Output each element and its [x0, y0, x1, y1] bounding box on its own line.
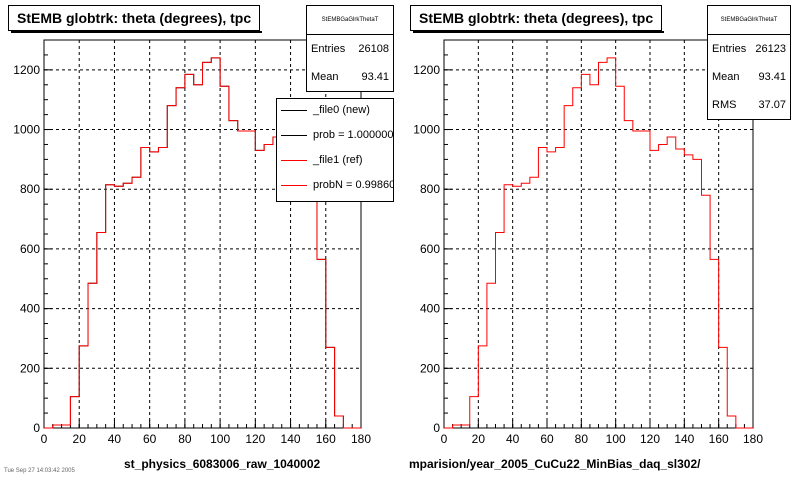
left-histogram-title: StEMB globtrk: theta (degrees), tpc [8, 5, 263, 33]
right-stats-row-entries: Entries 26123 [708, 35, 790, 63]
y-tick-label: 400 [420, 302, 440, 316]
legend-label-probn: probN = 0.998600 [313, 179, 394, 191]
x-tick-label: 60 [540, 432, 554, 446]
legend-line-red [281, 159, 307, 161]
left-histogram-plot: 0 20 40 60 80 100 120 140 160 180 0 200 400 600 800 100… [13, 39, 371, 446]
x-tick-label: 80 [575, 432, 589, 446]
y-tick-label: 200 [420, 361, 440, 375]
left-file-label: st_physics_6083006_raw_1040002 [124, 457, 321, 471]
y-tick-label: 800 [420, 182, 440, 196]
right-stats-name: StEMBGaGlrkThetaT [708, 6, 790, 35]
right-stats-mean-label: Mean [712, 71, 740, 83]
right-stats-row-rms: RMS 37.07 [708, 91, 790, 119]
x-tick-label: 80 [178, 432, 192, 446]
left-stats-row-mean: Mean 93.41 [307, 63, 393, 91]
x-tick-label: 160 [316, 432, 336, 446]
footer-timestamp: Tue Sep 27 14:03:42 2005 [4, 468, 75, 474]
x-tick-label: 0 [41, 432, 48, 446]
legend-entry-file1: _file1 (ref) [277, 151, 363, 169]
legend-line-black [281, 109, 307, 111]
right-histogram-title: StEMB globtrk: theta (degrees), tpc [410, 5, 665, 33]
legend-line-red [281, 184, 307, 186]
x-tick-label: 140 [281, 432, 301, 446]
left-stats-mean-label: Mean [311, 71, 339, 83]
x-tick-label: 120 [245, 432, 265, 446]
left-legend: _file0 (new) prob = 1.000000 _file1 (ref… [276, 98, 394, 202]
legend-entry-prob: prob = 1.000000 [277, 126, 393, 144]
y-tick-label: 0 [33, 421, 40, 435]
y-tick-label: 1000 [413, 123, 440, 137]
y-tick-label: 600 [420, 242, 440, 256]
left-stats-entries-value: 26108 [358, 43, 389, 55]
x-tick-label: 120 [640, 432, 660, 446]
x-tick-label: 60 [143, 432, 157, 446]
left-histogram-pad: 0 20 40 60 80 100 120 140 160 180 0 200 400 600 800 100… [8, 5, 394, 471]
right-stats-mean-value: 93.41 [758, 71, 786, 83]
x-tick-label: 180 [743, 432, 763, 446]
right-stats-rms-value: 37.07 [758, 99, 786, 111]
x-tick-label: 0 [441, 432, 448, 446]
x-tick-label: 100 [606, 432, 626, 446]
right-stats-rms-label: RMS [712, 99, 737, 111]
x-tick-label: 180 [351, 432, 371, 446]
right-stats-row-mean: Mean 93.41 [708, 63, 790, 91]
y-tick-label: 1000 [13, 123, 40, 137]
y-tick-label: 800 [20, 182, 40, 196]
right-stats-entries-value: 26123 [755, 43, 786, 55]
y-tick-label: 0 [433, 421, 440, 435]
y-tick-label: 200 [20, 361, 40, 375]
right-histogram-pad: 0 20 40 60 80 100 120 140 160 180 0 200 400 600 800 100… [400, 0, 800, 480]
left-stats-box: StEMBGaGlrkThetaT Entries 26108 Mean 93.… [306, 5, 394, 92]
left-stats-name: StEMBGaGlrkThetaT [307, 6, 393, 35]
y-tick-label: 1200 [13, 63, 40, 77]
left-stats-entries-label: Entries [311, 43, 346, 55]
x-tick-label: 20 [472, 432, 486, 446]
left-stats-mean-value: 93.41 [361, 71, 389, 83]
legend-label-file1: _file1 (ref) [313, 154, 363, 166]
x-tick-label: 100 [210, 432, 230, 446]
right-histogram-plot: 0 20 40 60 80 100 120 140 160 180 0 200 400 600 800 100… [413, 39, 763, 446]
y-tick-label: 400 [20, 302, 40, 316]
y-tick-label: 600 [20, 242, 40, 256]
legend-entry-probn: probN = 0.998600 [277, 176, 394, 194]
left-stats-row-entries: Entries 26108 [307, 35, 393, 63]
x-tick-label: 40 [506, 432, 520, 446]
legend-label-file0: _file0 (new) [313, 104, 370, 116]
x-tick-label: 20 [73, 432, 87, 446]
y-tick-label: 1200 [413, 63, 440, 77]
legend-label-prob: prob = 1.000000 [313, 129, 394, 141]
legend-line-black [281, 134, 307, 136]
x-tick-label: 160 [709, 432, 729, 446]
right-stats-box: StEMBGaGlrkThetaT Entries 26123 Mean 93.… [707, 5, 791, 120]
x-tick-label: 40 [108, 432, 122, 446]
right-stats-entries-label: Entries [712, 43, 747, 55]
legend-entry-file0: _file0 (new) [277, 101, 370, 119]
series-line-first [444, 57, 753, 429]
x-tick-label: 140 [674, 432, 694, 446]
right-file-label: mparision/year_2005_CuCu22_MinBias_daq_s… [409, 457, 701, 471]
